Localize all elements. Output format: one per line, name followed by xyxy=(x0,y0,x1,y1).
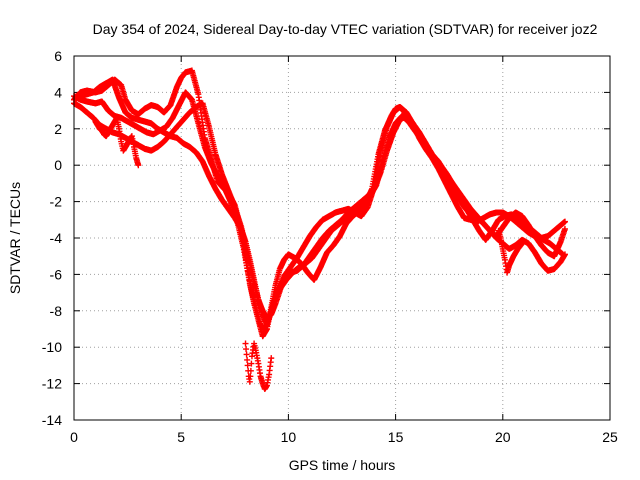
data-series xyxy=(71,67,568,393)
y-tick-label: -8 xyxy=(50,303,63,319)
y-tick-label: -14 xyxy=(42,412,62,428)
y-tick-label: -4 xyxy=(50,230,63,246)
data-point xyxy=(243,351,250,358)
chart-title: Day 354 of 2024, Sidereal Day-to-day VTE… xyxy=(93,21,598,37)
data-point xyxy=(561,225,568,232)
data-point xyxy=(519,240,526,247)
y-tick-label: -10 xyxy=(42,339,62,355)
grid xyxy=(74,56,610,420)
data-point xyxy=(247,367,254,374)
y-tick-label: -12 xyxy=(42,376,62,392)
data-point xyxy=(268,355,275,362)
x-tick-label: 5 xyxy=(177,429,185,445)
data-point xyxy=(561,251,568,258)
axis-ticks: 0 5 10 15 20 25 -14 -12 -10 -8 -6 -4 -2 0 2 4 6 xyxy=(42,48,618,445)
data-point xyxy=(244,362,251,369)
data-point xyxy=(135,162,142,169)
x-tick-label: 20 xyxy=(495,429,511,445)
track-5 xyxy=(242,340,275,393)
track-1 xyxy=(71,67,568,340)
data-point xyxy=(246,378,253,385)
y-tick-label: 4 xyxy=(54,84,62,100)
track-3 xyxy=(71,76,568,322)
track-2 xyxy=(71,89,566,332)
x-tick-label: 10 xyxy=(281,429,297,445)
y-tick-label: -6 xyxy=(50,266,63,282)
y-axis-label: SDTVAR / TECUs xyxy=(7,182,23,294)
x-tick-label: 0 xyxy=(70,429,78,445)
x-tick-label: 15 xyxy=(388,429,404,445)
y-tick-label: 0 xyxy=(54,157,62,173)
y-tick-label: 2 xyxy=(54,121,62,137)
data-point xyxy=(248,360,255,367)
data-point xyxy=(242,340,249,347)
data-point xyxy=(561,218,568,225)
y-tick-label: 6 xyxy=(54,48,62,64)
data-point xyxy=(247,373,254,380)
track-7 xyxy=(495,227,526,276)
plot-frame xyxy=(73,55,611,421)
x-axis-label: GPS time / hours xyxy=(289,457,396,473)
x-tick-label: 25 xyxy=(602,429,618,445)
data-point xyxy=(243,346,250,353)
track-6 xyxy=(92,114,142,169)
data-point xyxy=(244,356,251,363)
track-4 xyxy=(71,100,568,329)
y-tick-label: -2 xyxy=(50,194,63,210)
